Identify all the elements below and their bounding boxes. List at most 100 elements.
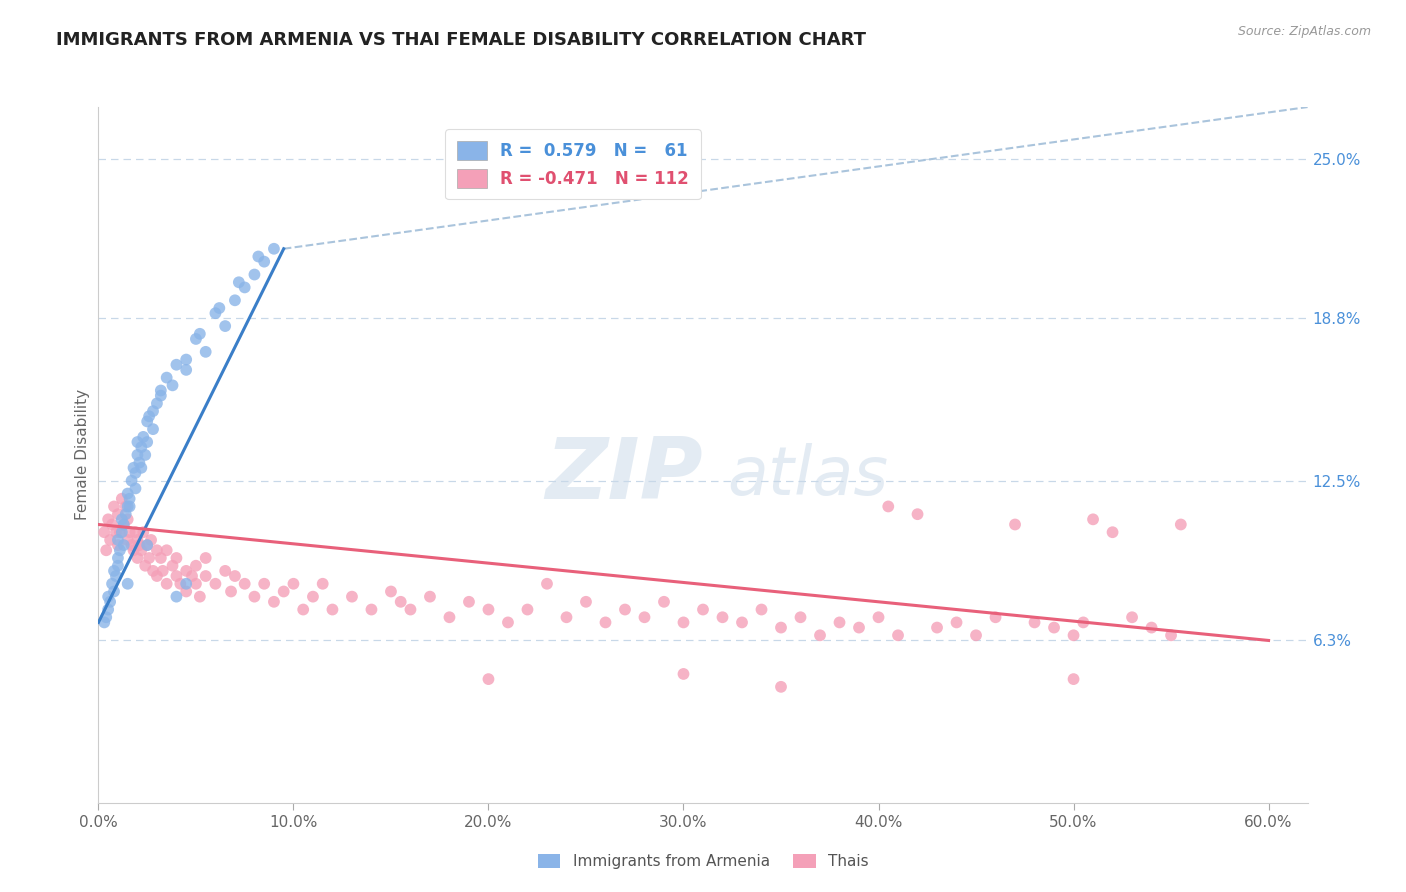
Point [121,474,143,488]
Point [575,595,598,609]
Point [134,448,156,462]
Point [162,558,184,573]
Point [672,667,695,681]
Point [142,404,165,418]
Point [1170,517,1192,532]
Point [118,500,141,514]
Point [128,456,150,470]
Point [114,507,136,521]
Point [887,628,910,642]
Point [848,621,870,635]
Point [1071,615,1094,630]
Point [1140,621,1163,635]
Point [496,615,519,630]
Point [156,576,179,591]
Point [174,363,197,377]
Point [117,500,139,514]
Point [1024,615,1046,630]
Point [477,602,499,616]
Point [945,615,967,630]
Point [97,590,120,604]
Point [142,564,165,578]
Point [536,576,558,591]
Text: atlas: atlas [727,442,889,508]
Point [184,332,207,346]
Point [925,621,948,635]
Point [96,543,118,558]
Point [117,512,139,526]
Point [169,576,191,591]
Point [868,610,890,624]
Point [214,319,236,334]
Point [233,576,256,591]
Point [174,584,197,599]
Point [965,628,987,642]
Point [194,551,217,566]
Point [184,558,207,573]
Point [131,440,153,454]
Point [165,590,187,604]
Point [97,512,120,526]
Point [692,602,714,616]
Point [273,584,295,599]
Point [149,389,172,403]
Point [165,569,187,583]
Point [174,564,197,578]
Point [103,500,125,514]
Point [107,538,129,552]
Point [174,576,197,591]
Point [984,610,1007,624]
Point [107,551,129,566]
Point [127,448,149,462]
Point [128,538,150,552]
Point [146,396,169,410]
Point [93,525,115,540]
Point [224,293,246,308]
Point [751,602,773,616]
Point [112,517,135,532]
Text: IMMIGRANTS FROM ARMENIA VS THAI FEMALE DISABILITY CORRELATION CHART: IMMIGRANTS FROM ARMENIA VS THAI FEMALE D… [56,31,866,49]
Point [118,491,141,506]
Point [1081,512,1104,526]
Point [108,543,131,558]
Point [228,275,250,289]
Point [136,414,159,428]
Point [219,584,242,599]
Point [595,615,617,630]
Point [149,384,172,398]
Point [127,551,149,566]
Point [243,268,266,282]
Point [117,533,139,547]
Point [118,525,141,540]
Point [127,533,149,547]
Point [101,576,124,591]
Point [111,525,134,540]
Point [1043,621,1066,635]
Point [108,525,131,540]
Point [828,615,851,630]
Point [360,602,382,616]
Point [1160,628,1182,642]
Legend: Immigrants from Armenia, Thais: Immigrants from Armenia, Thais [531,848,875,875]
Point [124,482,146,496]
Point [104,569,127,583]
Point [380,584,402,599]
Point [111,491,134,506]
Point [107,533,129,547]
Point [132,430,155,444]
Point [107,507,129,521]
Point [165,358,187,372]
Point [124,525,146,540]
Point [283,576,305,591]
Point [146,543,169,558]
Point [877,500,900,514]
Point [419,590,441,604]
Point [117,576,139,591]
Point [263,595,285,609]
Point [808,628,831,642]
Point [103,584,125,599]
Point [136,538,159,552]
Point [789,610,811,624]
Point [194,569,217,583]
Point [769,680,792,694]
